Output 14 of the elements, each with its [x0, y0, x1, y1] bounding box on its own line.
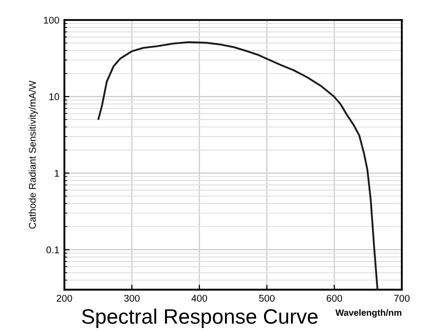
x-tick-label: 200 [56, 294, 72, 302]
x-axis-title: Wavelength/nm [335, 309, 402, 318]
y-tick-label: 10 [49, 93, 60, 100]
x-tick-label: 700 [394, 294, 410, 302]
line-series [98, 41, 378, 290]
y-axis-title: Cathode Radiant Sensitivity/mA/W [28, 80, 38, 229]
x-tick-label: 600 [326, 294, 342, 302]
x-tick-label: 500 [259, 294, 275, 302]
y-tick-label: 1 [54, 170, 60, 177]
y-tick-label: 0.1 [46, 246, 60, 254]
x-tick-label: 300 [124, 294, 140, 302]
x-tick-label: 400 [191, 294, 208, 302]
text: Spectral Response Curve [82, 308, 318, 328]
y-tick-label: 100 [44, 16, 60, 24]
